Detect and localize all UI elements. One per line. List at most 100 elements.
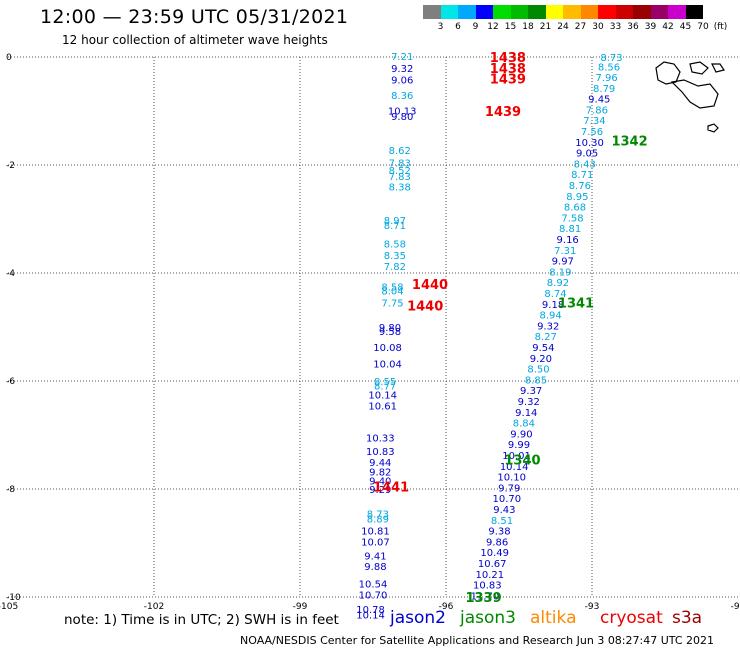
- swh-value-label: 9.80: [379, 323, 401, 334]
- colorbar-label: 70: [697, 22, 709, 32]
- colorbar-label: 24: [557, 22, 569, 32]
- pass-time-label: 1439: [485, 105, 521, 120]
- colorbar-label: 21: [539, 22, 552, 32]
- swh-value-label: 8.85: [525, 375, 547, 386]
- colorbar-swatch: [423, 5, 441, 19]
- swh-value-label: 8.27: [535, 332, 557, 343]
- swh-value-label: 9.82: [369, 468, 391, 479]
- colorbar-swatch: [598, 5, 616, 19]
- swh-value-label: 10.67: [478, 559, 507, 570]
- swh-value-label: 10.04: [373, 360, 402, 371]
- colorbar-label: 42: [662, 22, 674, 32]
- swh-value-label: 7.75: [381, 299, 403, 310]
- pass-time-label: 1441: [373, 480, 409, 495]
- x-tick-label: -105: [0, 602, 18, 612]
- colorbar-swatch: [510, 5, 528, 19]
- swh-value-label: 10.08: [373, 343, 402, 354]
- island-coastline: [655, 61, 725, 133]
- swh-value-label: 8.58: [381, 283, 403, 294]
- swh-value-label: 9.44: [369, 458, 391, 469]
- swh-value-label: 8.89: [367, 515, 389, 526]
- swh-value-label: 7.83: [389, 158, 411, 169]
- colorbar-label: (ft): [713, 22, 728, 32]
- swh-value-label: 10.30: [575, 138, 604, 149]
- swh-value-label: 7.96: [595, 73, 617, 84]
- swh-value-label: 8.73: [600, 53, 622, 64]
- pass-time-label: 1339: [465, 591, 501, 606]
- x-tick-label: -102: [144, 602, 164, 612]
- swh-value-label: 7.34: [583, 116, 605, 127]
- colorbar-label: 33: [609, 22, 622, 32]
- swh-value-label: 8.56: [598, 63, 620, 74]
- y-tick-label: -10: [6, 593, 21, 603]
- swh-value-label: 8.04: [381, 286, 403, 297]
- pass-time-label: 1440: [412, 278, 448, 293]
- footnote: note: 1) Time is in UTC; 2) SWH is in fe…: [64, 612, 339, 628]
- pass-time-label: 1439: [490, 73, 526, 88]
- page-subtitle: 12 hour collection of altimeter wave hei…: [62, 33, 328, 47]
- pass-time-label: 1340: [504, 453, 540, 468]
- swh-value-label: 9.40: [369, 476, 391, 487]
- colorbar-swatch: [650, 5, 668, 19]
- colorbar-swatch: [668, 5, 686, 19]
- swh-value-label: 8.94: [540, 311, 562, 322]
- swh-value-label: 8.77: [374, 381, 396, 392]
- y-tick-label: 0: [6, 53, 12, 63]
- swh-value-label: 9.37: [520, 386, 542, 397]
- swh-value-label: 8.62: [389, 146, 411, 157]
- swh-value-label: 8.95: [566, 192, 588, 203]
- colorbar-swatch: [580, 5, 598, 19]
- colorbar-swatch: [685, 5, 703, 19]
- legend-s3a: s3a: [672, 608, 703, 628]
- swh-value-label: 8.35: [384, 251, 406, 262]
- swh-value-label: 9.29: [369, 485, 391, 496]
- swh-value-label: 8.76: [569, 181, 591, 192]
- swh-value-label: 8.55: [374, 377, 396, 388]
- y-tick-label: -6: [6, 377, 15, 387]
- swh-value-label: 9.32: [391, 64, 413, 75]
- pass-time-label: 1438: [490, 51, 526, 66]
- swh-value-label: 10.81: [361, 527, 390, 538]
- swh-value-label: 8.43: [574, 159, 596, 170]
- swh-value-label: 10.13: [388, 106, 417, 117]
- swh-value-label: 9.06: [391, 76, 413, 87]
- swh-value-label: 8.68: [564, 203, 586, 214]
- swh-value-label: 7.83: [389, 172, 411, 183]
- colorbar-label: 3: [437, 22, 444, 32]
- swh-value-label: 10.07: [361, 537, 390, 548]
- swh-value-label: 9.05: [576, 149, 598, 160]
- swh-value-label: 9.16: [557, 235, 579, 246]
- swh-value-label: 9.38: [488, 527, 510, 538]
- swh-value-label: 10.61: [368, 401, 397, 412]
- swh-value-label: 7.21: [391, 52, 413, 63]
- swh-value-label: 8.38: [389, 183, 411, 194]
- colorbar-swatch: [440, 5, 458, 19]
- colorbar-label: 39: [644, 22, 657, 32]
- swh-value-label: 9.41: [364, 551, 386, 562]
- swh-value-label: 10.70: [359, 590, 388, 601]
- swh-value-label: 10.33: [366, 434, 395, 445]
- swh-value-label: 8.71: [571, 170, 593, 181]
- y-tick-label: -2: [6, 161, 15, 171]
- x-tick-label: -99: [293, 602, 308, 612]
- swh-value-label: 8.84: [513, 419, 535, 430]
- swh-value-label: 8.79: [593, 84, 615, 95]
- y-tick-label: -8: [6, 485, 15, 495]
- colorbar-swatch: [633, 5, 651, 19]
- colorbar-label: 45: [679, 22, 692, 32]
- colorbar-swatch: [528, 5, 546, 19]
- colorbar-label: 12: [487, 22, 499, 32]
- swh-value-label: 10.14: [368, 391, 397, 402]
- swh-value-label: 10.83: [473, 581, 502, 592]
- swh-value-label: 9.90: [510, 429, 532, 440]
- swh-value-label: 8.97: [384, 216, 406, 227]
- swh-value-label: 7.82: [384, 262, 406, 273]
- swh-value-label: 9.58: [379, 327, 401, 338]
- pass-time-label: 1342: [611, 135, 647, 150]
- swh-value-label: 10.54: [359, 580, 388, 591]
- swh-value-label: 10.14: [356, 610, 385, 621]
- colorbar-label: 30: [592, 22, 604, 32]
- swh-value-label: 8.50: [527, 365, 549, 376]
- swh-value-label: 7.58: [561, 213, 583, 224]
